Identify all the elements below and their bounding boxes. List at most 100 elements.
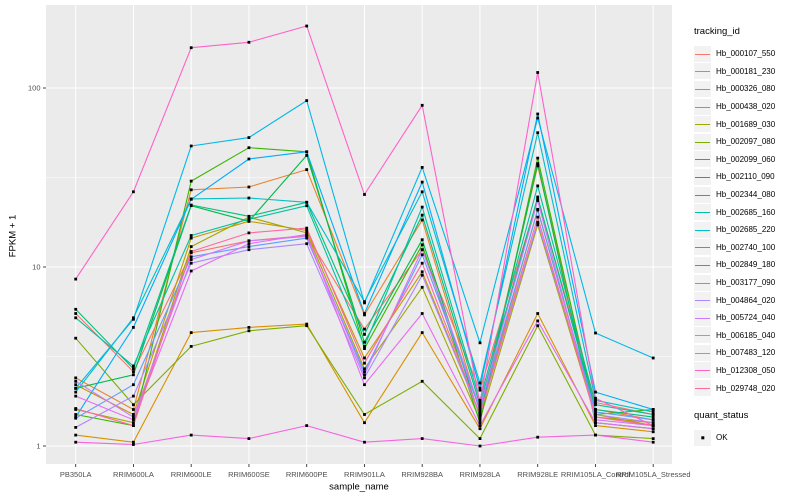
legend-item-label: Hb_002740_100 [716, 242, 776, 252]
data-point [74, 336, 78, 340]
data-point [189, 46, 193, 50]
legend-key-swatch [694, 151, 711, 168]
legend-line-icon [695, 141, 710, 143]
data-point [247, 326, 251, 329]
data-point [594, 408, 597, 411]
legend: tracking_id Hb_000107_550 Hb_000181_230 Hb… [694, 26, 798, 446]
data-point [305, 154, 309, 157]
data-point [247, 437, 251, 440]
data-point [132, 440, 135, 444]
data-point [132, 394, 135, 398]
data-point [132, 367, 135, 371]
legend-item-label: OK [716, 433, 728, 443]
data-point [651, 437, 655, 440]
legend-item: Hb_002097_080 [694, 133, 798, 151]
legend-line-icon [695, 229, 710, 231]
data-point [651, 427, 655, 431]
legend-item-label: Hb_002685_220 [716, 225, 776, 235]
data-point [132, 383, 135, 387]
legend-item-label: Hb_029748_020 [716, 383, 776, 393]
data-point [189, 261, 193, 265]
data-point [247, 329, 251, 333]
data-point [420, 312, 424, 315]
data-point [594, 418, 597, 422]
legend-item: Hb_012308_050 [694, 362, 798, 380]
legend-item-label: Hb_002344_080 [716, 190, 776, 200]
data-point [132, 190, 135, 194]
x-tick-label: RRIM600PE [286, 470, 328, 479]
legend-key-swatch [694, 327, 711, 344]
data-point [305, 99, 309, 102]
data-point [305, 229, 309, 232]
data-point [305, 226, 309, 230]
legend-item-label: Hb_005724_040 [716, 313, 776, 323]
data-point [132, 373, 135, 377]
data-point [189, 188, 193, 192]
data-point [536, 223, 540, 227]
data-point [651, 410, 655, 414]
data-point [247, 245, 251, 248]
data-point [363, 373, 366, 377]
data-point [247, 217, 251, 221]
data-point [651, 424, 655, 427]
data-point [363, 383, 366, 387]
legend-key-swatch [694, 429, 711, 446]
legend-line-icon [695, 247, 710, 249]
legend-key-swatch [694, 256, 711, 273]
data-point [420, 190, 424, 194]
data-point [132, 418, 135, 422]
data-point [305, 233, 309, 236]
legend-item: Hb_002344_080 [694, 186, 798, 204]
data-point [132, 403, 135, 407]
x-tick-label: PB350LA [60, 470, 92, 479]
data-point [363, 370, 366, 374]
data-point [305, 324, 309, 328]
legend-item-label: Hb_000107_550 [716, 49, 776, 59]
legend-item-label: Hb_000181_230 [716, 66, 776, 76]
data-point [536, 215, 540, 219]
data-point [363, 413, 366, 416]
legend-key-swatch [694, 204, 711, 221]
data-point [247, 196, 251, 200]
data-point [132, 421, 135, 425]
x-tick-label: RRIM928BA [401, 470, 443, 479]
data-point [594, 433, 597, 437]
legend-item: Hb_000438_020 [694, 98, 798, 116]
data-point [363, 376, 366, 380]
data-point [420, 437, 424, 440]
data-point [478, 427, 482, 431]
data-point [478, 341, 482, 345]
data-point [536, 197, 540, 201]
legend-line-icon [695, 71, 710, 73]
data-point [189, 255, 193, 259]
data-point [536, 324, 540, 328]
legend-item: Hb_000107_550 [694, 45, 798, 63]
legend-key-swatch [694, 186, 711, 203]
legend-item-label: Hb_012308_050 [716, 365, 776, 375]
data-point [74, 394, 78, 398]
data-point [247, 239, 251, 243]
legend-item-label: Hb_002097_080 [716, 137, 776, 147]
data-point [247, 136, 251, 139]
data-point [651, 421, 655, 425]
data-point [536, 131, 540, 135]
data-point [305, 242, 309, 246]
data-point [363, 301, 366, 305]
legend-item: Hb_004864_020 [694, 291, 798, 309]
data-point [420, 379, 424, 383]
data-point [536, 116, 540, 120]
legend-key-swatch [694, 239, 711, 256]
data-point [478, 386, 482, 390]
data-point [305, 24, 309, 28]
data-point [594, 421, 597, 425]
data-point [536, 195, 540, 199]
data-point [132, 364, 135, 368]
data-point [420, 253, 424, 257]
data-point [247, 214, 251, 218]
legend-key-swatch [694, 45, 711, 62]
legend-item: Hb_002740_100 [694, 239, 798, 257]
data-point [420, 238, 424, 242]
data-point [594, 396, 597, 400]
legend-item: Hb_000181_230 [694, 63, 798, 81]
